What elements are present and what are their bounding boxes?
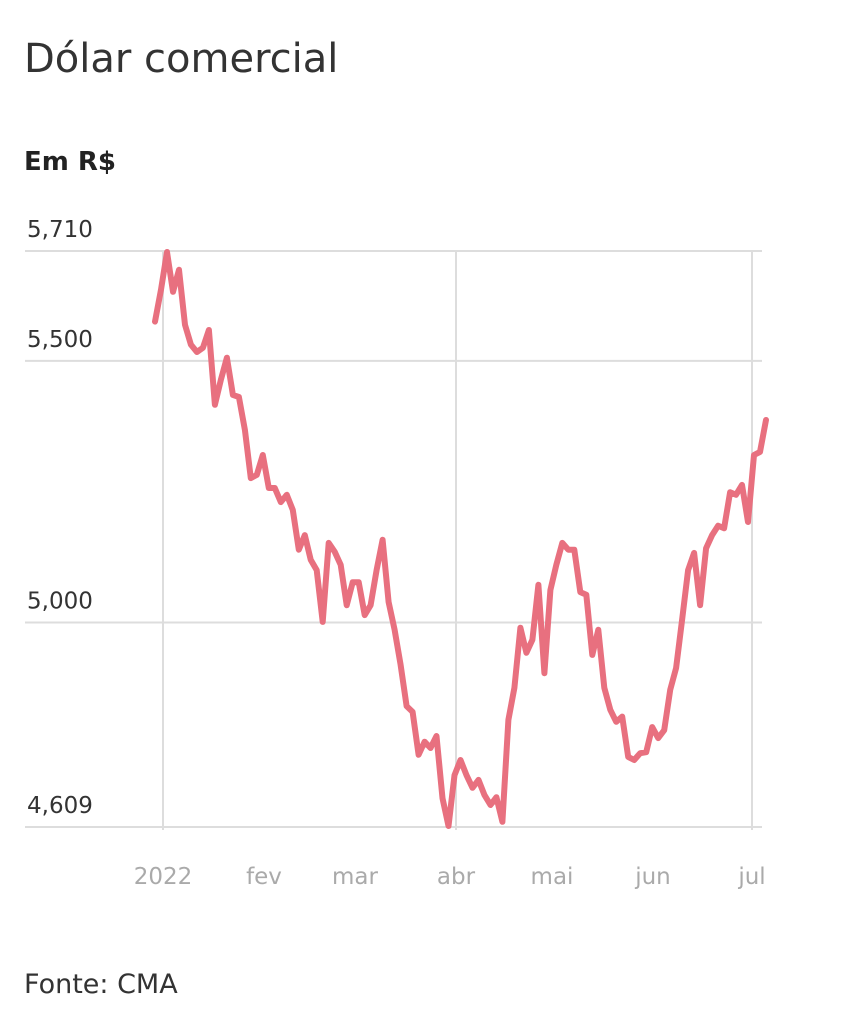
y-tick-label: 5,710 — [27, 217, 93, 243]
y-tick-label: 4,609 — [27, 793, 93, 819]
x-tick-label: jun — [634, 864, 671, 890]
source: Fonte: CMA — [24, 969, 178, 1000]
subtitle: Em R$ — [24, 147, 116, 177]
y-tick-label: 5,000 — [27, 588, 93, 614]
x-tick-label: fev — [246, 864, 282, 890]
x-tick-label: mar — [332, 864, 378, 890]
x-tick-label: jul — [737, 864, 765, 890]
y-tick-label: 5,500 — [27, 327, 93, 353]
x-tick-label: abr — [437, 864, 476, 890]
line — [152, 249, 769, 829]
x-tick-label: 2022 — [134, 864, 193, 890]
x-tick-label: mai — [531, 864, 574, 890]
chart-title: Dólar comercial — [24, 36, 338, 82]
